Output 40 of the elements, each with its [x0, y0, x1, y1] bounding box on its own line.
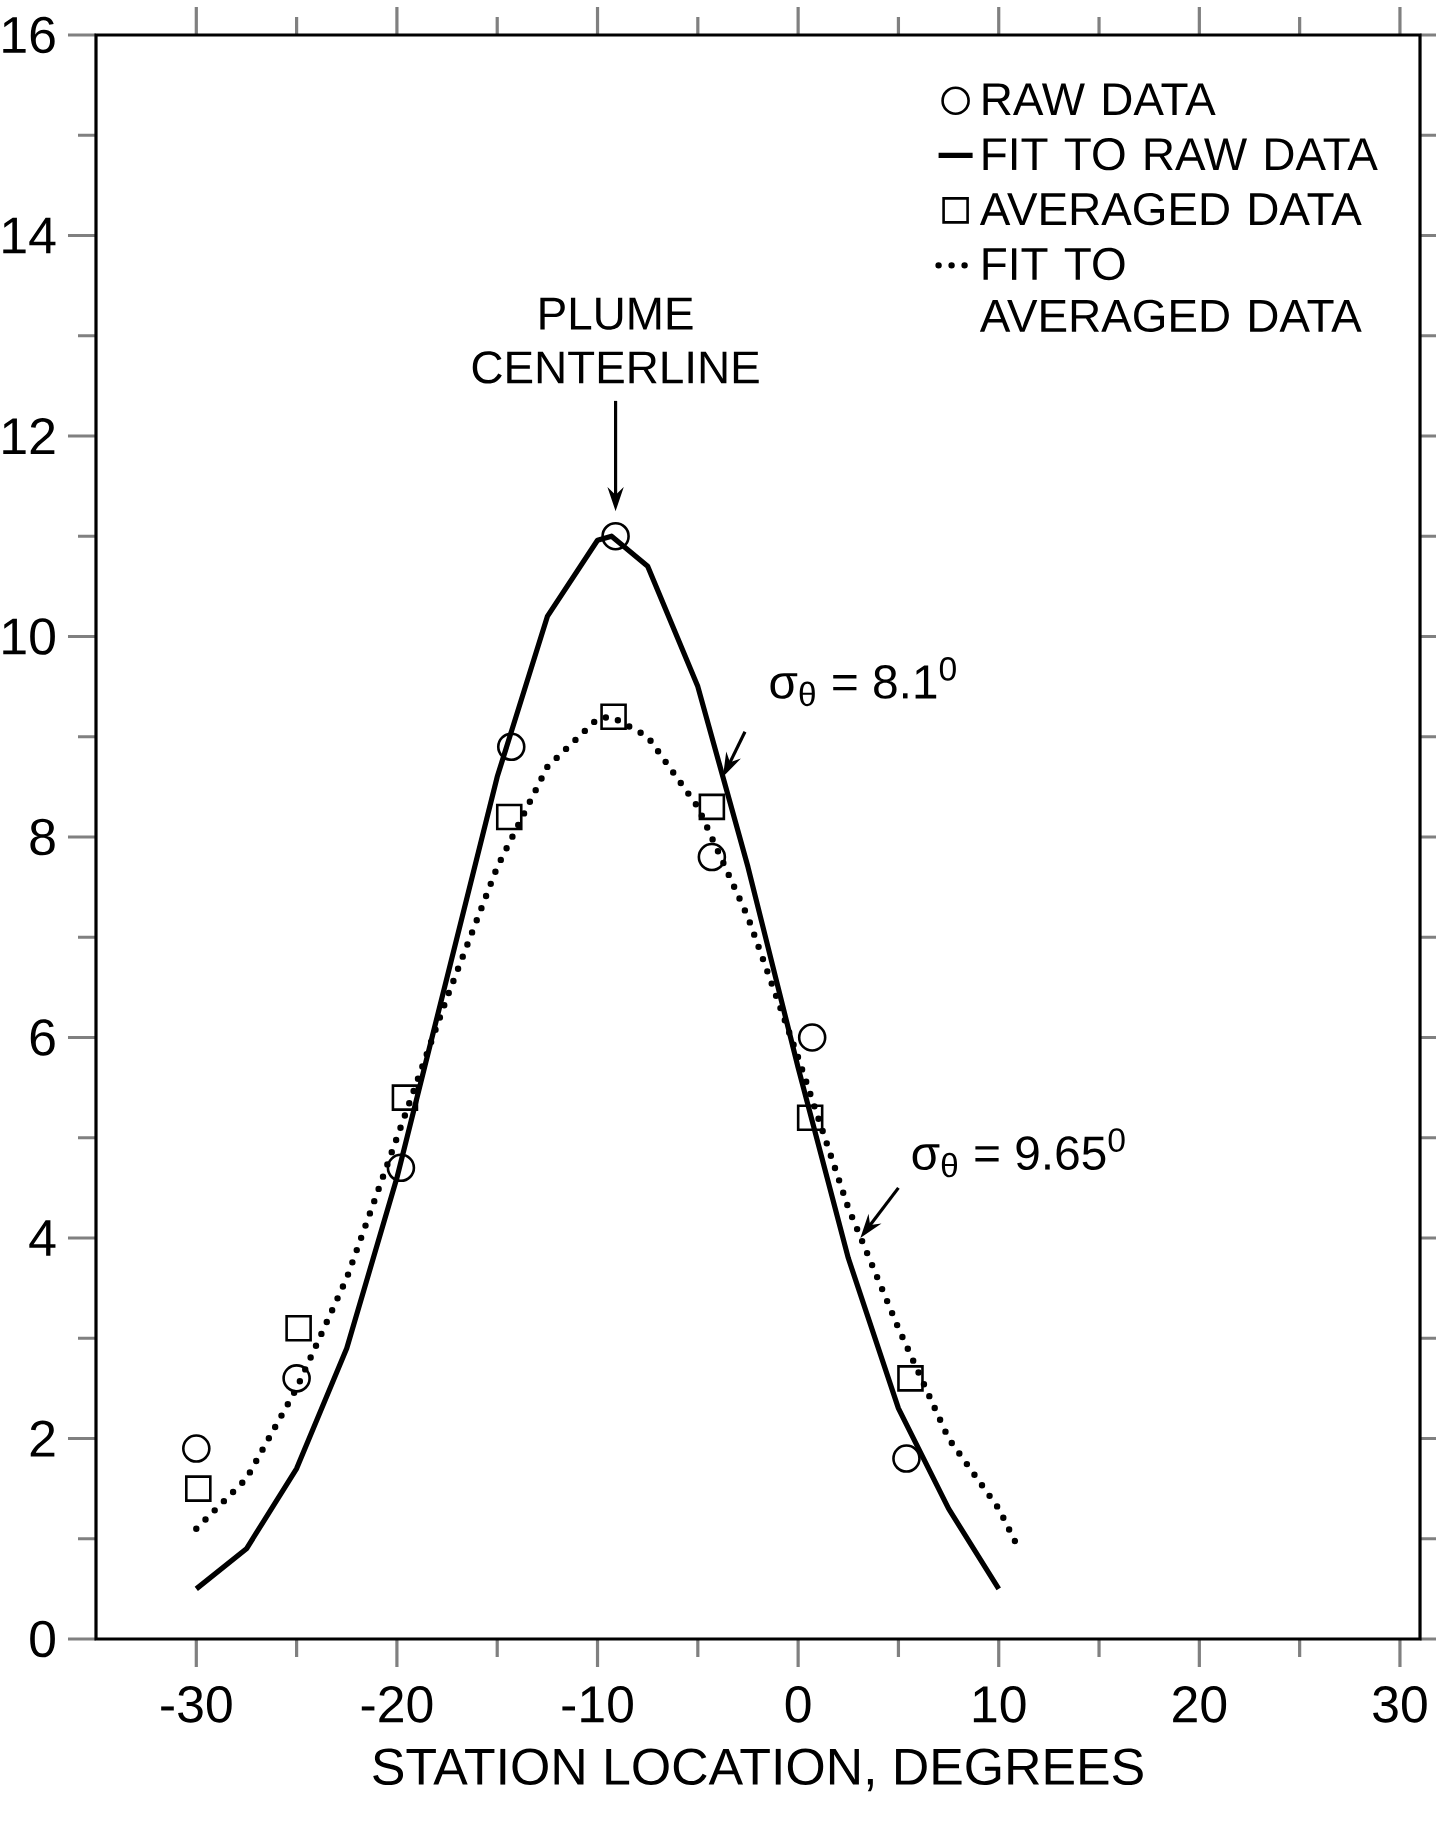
- y-tick-label: 8: [30, 818, 55, 856]
- x-tick-label: -10: [562, 1686, 633, 1723]
- y-tick-label: 0: [30, 1620, 55, 1658]
- point: [600, 703, 627, 730]
- x-axis-title: STATION LOCATION, DEGREES: [373, 1748, 1143, 1792]
- x-tick-label: -20: [361, 1686, 433, 1723]
- point: [797, 1023, 827, 1052]
- point: [496, 732, 526, 762]
- annotation: σ$_{θ}$ = 9.65$^{0}$: [912, 1128, 1125, 1178]
- legend-label: FIT TO RAW DATA: [983, 137, 1378, 171]
- point: [601, 521, 630, 551]
- x-tick-label: 20: [1173, 1686, 1227, 1723]
- point: [285, 1314, 312, 1342]
- point: [897, 1365, 924, 1392]
- point: [386, 1153, 416, 1183]
- legend-label: RAW DATA: [983, 83, 1216, 115]
- x-tick-label: -30: [161, 1686, 232, 1723]
- x-tick-label: 30: [1373, 1686, 1427, 1723]
- point: [698, 793, 726, 821]
- point: [185, 1475, 212, 1502]
- point: [697, 842, 727, 872]
- point: [892, 1444, 921, 1473]
- point: [282, 1364, 311, 1393]
- y-tick-label: 10: [3, 618, 55, 655]
- y-tick-label: 12: [3, 417, 55, 455]
- y-tick-label: 6: [30, 1019, 55, 1056]
- annotation: σ$_{θ}$ = 8.1$^{0}$: [770, 657, 956, 707]
- point: [796, 1104, 824, 1131]
- legend-label: AVERAGED DATA: [979, 192, 1362, 226]
- legend-label: FIT TO AVERAGED DATA: [979, 247, 1362, 333]
- x-tick-label: 0: [785, 1686, 811, 1723]
- y-tick-label: 14: [3, 217, 56, 254]
- y-tick-label: 16: [3, 16, 55, 54]
- y-tick-label: 2: [30, 1420, 55, 1457]
- annotation: PLUME CENTERLINE: [472, 297, 759, 384]
- x-tick-label: 10: [973, 1686, 1026, 1723]
- point: [495, 803, 523, 831]
- y-tick-label: 4: [29, 1220, 56, 1256]
- point: [182, 1434, 211, 1463]
- point: [391, 1084, 419, 1111]
